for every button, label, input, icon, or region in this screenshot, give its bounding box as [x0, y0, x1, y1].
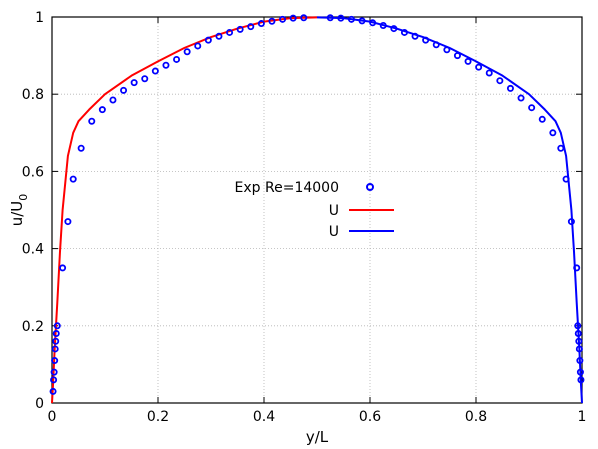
data-point: [98, 106, 106, 114]
data-point: [528, 104, 536, 112]
data-point: [50, 376, 58, 384]
x-tick-label: 0.6: [359, 409, 381, 425]
data-point: [575, 337, 583, 345]
data-point: [53, 322, 61, 330]
data-point: [496, 77, 504, 85]
data-point: [464, 57, 472, 65]
data-point: [69, 175, 77, 183]
data-point: [88, 117, 96, 125]
y-tick-label: 0.2: [22, 319, 44, 335]
series-layer: [49, 14, 585, 404]
data-point: [549, 129, 557, 137]
data-point: [575, 345, 583, 353]
data-point: [247, 23, 255, 31]
y-tick-label: 0.8: [22, 87, 44, 103]
data-point: [120, 86, 128, 94]
x-tick-label: 0: [48, 409, 57, 425]
data-point: [279, 15, 287, 23]
data-point: [257, 20, 265, 28]
plot-frame: [51, 16, 583, 404]
data-point: [194, 42, 202, 50]
data-point: [215, 32, 223, 40]
data-point: [183, 48, 191, 56]
legend: Exp Re=14000 U U: [235, 180, 394, 240]
legend-label-u-red: U: [329, 203, 339, 219]
x-axis-label: y/L: [306, 428, 329, 446]
y-tick-label: 1: [35, 10, 44, 26]
x-tick-label: 0.4: [253, 409, 275, 425]
y-tick-label: 0: [35, 396, 44, 412]
data-point: [173, 55, 181, 63]
legend-label-exp: Exp Re=14000: [235, 180, 339, 196]
data-point: [64, 218, 72, 226]
data-point: [567, 218, 575, 226]
data-point: [411, 32, 419, 40]
data-point: [141, 75, 149, 83]
data-point: [109, 96, 117, 104]
data-point: [50, 368, 58, 376]
y-axis-label-subscript: 0: [17, 194, 30, 201]
data-point: [576, 357, 584, 365]
data-point: [538, 115, 546, 123]
data-point: [574, 330, 582, 338]
data-point: [506, 84, 514, 92]
data-point: [226, 28, 234, 36]
data-point: [347, 15, 355, 23]
data-point: [379, 21, 387, 29]
data-point: [51, 357, 59, 365]
data-point: [574, 322, 582, 330]
data-point: [369, 19, 377, 27]
data-point: [576, 368, 584, 376]
legend-marker-exp: [366, 183, 374, 191]
grid: [52, 17, 582, 403]
ticks: 0 0.2 0.4 0.6 0.8 1 0 0.2 0.4 0.6 0.8 1: [22, 10, 587, 425]
data-point: [475, 63, 483, 71]
data-point: [517, 94, 525, 102]
data-point: [204, 36, 212, 44]
data-point: [300, 14, 308, 22]
data-point: [268, 17, 276, 25]
data-point: [52, 337, 60, 345]
data-point: [151, 67, 159, 75]
data-point: [557, 144, 565, 152]
y-axis-label: u/U0: [8, 194, 30, 227]
y-axis-label-main: u/U: [8, 201, 26, 227]
series-line-1: [51, 16, 318, 404]
data-point: [77, 144, 85, 152]
data-point: [358, 17, 366, 25]
data-point: [337, 14, 345, 22]
data-point: [59, 264, 67, 272]
data-point: [49, 387, 57, 395]
x-tick-label: 0.2: [147, 409, 169, 425]
data-point: [453, 52, 461, 60]
data-point: [326, 14, 334, 22]
data-point: [573, 264, 581, 272]
data-point: [130, 79, 138, 87]
data-point: [236, 25, 244, 33]
y-tick-label: 0.4: [22, 242, 44, 258]
data-point: [422, 36, 430, 44]
y-tick-label: 0.6: [22, 164, 44, 180]
legend-label-u-blue: U: [329, 224, 339, 240]
data-point: [390, 25, 398, 33]
data-point: [289, 14, 297, 22]
data-point: [577, 376, 585, 384]
data-point: [51, 345, 59, 353]
data-point: [562, 175, 570, 183]
data-point: [52, 330, 60, 338]
data-point: [443, 46, 451, 54]
data-point: [485, 69, 493, 77]
data-point: [400, 28, 408, 36]
data-point: [432, 41, 440, 49]
x-tick-label: 0.8: [465, 409, 487, 425]
x-tick-label: 1: [578, 409, 587, 425]
data-point: [162, 61, 170, 69]
